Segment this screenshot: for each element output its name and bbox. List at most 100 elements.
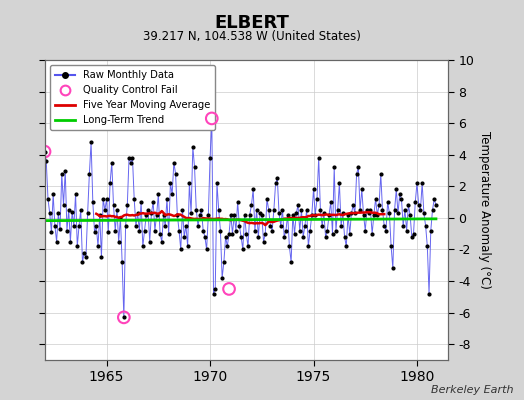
- Point: [244, 243, 252, 250]
- Point: [70, 222, 78, 229]
- Point: [325, 212, 333, 218]
- Point: [404, 202, 412, 208]
- Point: [44, 196, 52, 202]
- Point: [430, 196, 439, 202]
- Point: [308, 212, 316, 218]
- Legend: Raw Monthly Data, Quality Control Fail, Five Year Moving Average, Long-Term Tren: Raw Monthly Data, Quality Control Fail, …: [50, 65, 215, 130]
- Point: [316, 207, 324, 213]
- Point: [361, 227, 369, 234]
- Point: [389, 265, 397, 272]
- Point: [275, 210, 283, 216]
- Point: [349, 202, 357, 208]
- Point: [156, 230, 164, 237]
- Point: [137, 199, 145, 205]
- Point: [85, 170, 94, 177]
- Point: [271, 180, 280, 186]
- Point: [370, 212, 378, 218]
- Point: [421, 222, 430, 229]
- Point: [247, 202, 256, 208]
- Point: [209, 290, 217, 297]
- Point: [278, 207, 287, 213]
- Point: [354, 164, 363, 170]
- Point: [256, 210, 264, 216]
- Point: [46, 210, 54, 216]
- Point: [330, 164, 339, 170]
- Point: [418, 180, 427, 186]
- Point: [313, 196, 321, 202]
- Point: [119, 314, 128, 320]
- Point: [268, 227, 276, 234]
- Point: [301, 222, 309, 229]
- Point: [250, 227, 259, 234]
- Point: [202, 246, 211, 253]
- Point: [357, 186, 366, 193]
- Point: [356, 207, 364, 213]
- Point: [56, 226, 64, 232]
- Point: [183, 243, 192, 250]
- Point: [208, 115, 216, 122]
- Point: [287, 259, 296, 265]
- Text: 39.217 N, 104.538 W (United States): 39.217 N, 104.538 W (United States): [143, 30, 361, 43]
- Point: [241, 212, 249, 218]
- Point: [125, 155, 133, 161]
- Point: [214, 207, 223, 213]
- Point: [282, 227, 290, 234]
- Point: [128, 155, 137, 161]
- Point: [127, 160, 135, 166]
- Point: [428, 207, 436, 213]
- Point: [116, 215, 125, 221]
- Point: [232, 227, 240, 234]
- Point: [63, 227, 71, 234]
- Point: [297, 207, 305, 213]
- Point: [66, 238, 74, 245]
- Point: [159, 212, 168, 218]
- Point: [413, 180, 421, 186]
- Point: [366, 207, 375, 213]
- Point: [399, 222, 407, 229]
- Point: [261, 230, 269, 237]
- Point: [385, 210, 394, 216]
- Point: [182, 222, 190, 229]
- Point: [266, 222, 275, 229]
- Point: [206, 155, 214, 161]
- Point: [75, 222, 83, 229]
- Point: [149, 199, 157, 205]
- Point: [249, 186, 257, 193]
- Point: [89, 199, 97, 205]
- Point: [87, 139, 95, 145]
- Point: [416, 207, 424, 213]
- Point: [294, 202, 302, 208]
- Point: [290, 230, 299, 237]
- Point: [180, 234, 189, 240]
- Point: [259, 238, 268, 245]
- Point: [107, 160, 116, 166]
- Point: [178, 207, 187, 213]
- Point: [204, 212, 213, 218]
- Point: [246, 212, 254, 218]
- Point: [102, 196, 111, 202]
- Point: [166, 180, 174, 186]
- Point: [238, 246, 247, 253]
- Point: [51, 222, 59, 229]
- Point: [225, 230, 233, 237]
- Point: [42, 158, 50, 164]
- Point: [173, 212, 181, 218]
- Point: [258, 212, 266, 218]
- Point: [95, 212, 104, 218]
- Point: [228, 230, 237, 237]
- Point: [222, 234, 230, 240]
- Point: [339, 210, 347, 216]
- Point: [58, 170, 66, 177]
- Point: [151, 227, 159, 234]
- Point: [425, 290, 433, 297]
- Point: [318, 222, 326, 229]
- Point: [353, 170, 361, 177]
- Point: [114, 238, 123, 245]
- Point: [332, 227, 340, 234]
- Point: [302, 207, 311, 213]
- Point: [277, 222, 285, 229]
- Point: [254, 234, 263, 240]
- Point: [304, 243, 312, 250]
- Point: [280, 234, 288, 240]
- Point: [187, 210, 195, 216]
